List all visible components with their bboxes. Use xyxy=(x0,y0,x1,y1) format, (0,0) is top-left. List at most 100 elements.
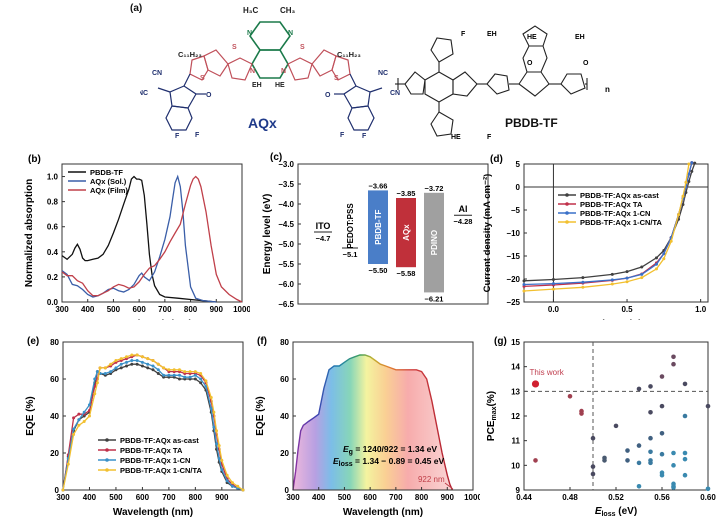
y-tick-label: 0.2 xyxy=(47,273,59,282)
x-tick-label: 700 xyxy=(389,493,403,502)
y-tick-label: −3.5 xyxy=(278,180,294,189)
x-tick-label: 900 xyxy=(215,493,229,502)
series-marker xyxy=(551,277,555,281)
series-marker xyxy=(135,362,139,366)
series-marker xyxy=(156,368,160,372)
y-axis-label: Normalized absorption xyxy=(24,179,35,287)
eqe-spectrum-area xyxy=(293,355,453,490)
x-axis-label: Wavelength (nm) xyxy=(343,507,423,518)
legend-label: PBDB-TF xyxy=(90,168,123,177)
scatter-point xyxy=(636,443,642,448)
series-marker xyxy=(114,366,118,370)
series-marker xyxy=(610,272,614,276)
series-marker xyxy=(172,368,176,372)
x-tick-label: 500 xyxy=(107,305,121,314)
series-marker xyxy=(109,370,113,374)
aqx-cn-right: CN xyxy=(390,90,400,97)
series-marker xyxy=(625,276,629,280)
x-tick-label: 0.60 xyxy=(700,493,716,502)
aqx-n-he: N xyxy=(281,68,286,75)
y-tick-label: 13 xyxy=(511,387,520,396)
series-marker xyxy=(199,377,203,381)
aqx-f-right2: F xyxy=(362,133,367,140)
plot-frame xyxy=(523,341,709,491)
y-tick-label: −4.5 xyxy=(278,220,294,229)
y-tick-label: 20 xyxy=(50,449,59,458)
series-marker xyxy=(241,488,245,492)
series-marker xyxy=(522,279,526,283)
series-marker xyxy=(183,375,187,379)
x-tick-label: 900 xyxy=(441,493,455,502)
y-axis-label: EQE (%) xyxy=(25,396,36,435)
scatter-point xyxy=(636,484,642,489)
chart-d-jv: 0.0 0.5 1.0 −25 −20 −15 −10 −5 0 5 Voltage (V) Curr… xyxy=(482,154,709,320)
eqe-curve xyxy=(292,354,454,491)
aqx-o-right: O xyxy=(325,92,331,99)
aqx-he: HE xyxy=(275,82,285,89)
series-marker xyxy=(640,265,644,269)
series-marker xyxy=(225,479,229,483)
y-tick-label: 1.0 xyxy=(47,173,59,182)
series-marker xyxy=(162,366,166,370)
legend-label: AQx (Film) xyxy=(90,186,128,195)
y-tick-label: −6.5 xyxy=(278,300,294,309)
scatter-point xyxy=(659,430,665,436)
aqx-f-right1: F xyxy=(340,132,345,139)
y-tick-label: 0.0 xyxy=(47,298,59,307)
series-marker xyxy=(183,370,187,374)
scatter-point xyxy=(613,423,619,429)
series-marker xyxy=(199,381,203,385)
legend-label: PBDB-TF:AQx 1-CN/TA xyxy=(120,466,203,475)
x-tick-label: 500 xyxy=(109,493,123,502)
y-tick-label: 0.6 xyxy=(47,223,59,232)
x-tick-label: 1.0 xyxy=(695,305,707,314)
pbdb-eh-right: EH xyxy=(575,34,585,41)
x-tick-label: 1000 xyxy=(233,305,250,314)
series-marker xyxy=(156,362,160,366)
energy-bar-aqx xyxy=(396,198,416,268)
aqx-endgroups xyxy=(157,73,383,131)
series-marker xyxy=(151,359,155,362)
aqx-thiophenes xyxy=(189,49,351,81)
y-tick-label: 10 xyxy=(511,461,520,470)
series-marker xyxy=(82,410,86,414)
wavelength-annotation: 922 nm xyxy=(418,475,445,484)
series-line xyxy=(62,363,244,491)
y-tick-label: −10 xyxy=(506,229,520,238)
series-marker xyxy=(125,364,129,368)
y-tick-label: 12 xyxy=(511,412,520,421)
series-marker xyxy=(172,373,176,377)
scatter-point xyxy=(590,471,596,477)
series-marker xyxy=(135,359,139,362)
series-marker xyxy=(151,364,155,368)
series-marker xyxy=(125,360,129,364)
pbdb-name: PBDB-TF xyxy=(505,116,558,130)
aqx-name: AQx xyxy=(248,115,277,131)
scatter-point xyxy=(648,384,653,389)
series-marker xyxy=(687,172,691,176)
y-axis-label: EQE (%) xyxy=(255,396,266,435)
series-marker xyxy=(177,373,181,377)
legend-label: PBDB-TF:AQx 1-CN/TA xyxy=(580,218,663,227)
legend-marker xyxy=(105,438,109,442)
aqx-s2: S xyxy=(200,75,205,82)
x-tick-label: 800 xyxy=(184,305,198,314)
series-marker xyxy=(690,169,694,173)
scatter-point xyxy=(659,451,665,457)
bar-name: AQx xyxy=(402,224,411,241)
series-marker xyxy=(640,276,644,280)
series-marker xyxy=(581,285,585,289)
scatter-point xyxy=(682,472,688,478)
x-tick-label: 0.5 xyxy=(621,305,633,314)
series-marker xyxy=(522,283,526,287)
y-tick-label: 0 xyxy=(55,486,60,495)
scatter-point xyxy=(659,472,665,478)
y-tick-label: 80 xyxy=(280,338,289,347)
x-tick-label: 0.52 xyxy=(608,493,624,502)
x-tick-label: 600 xyxy=(132,305,146,314)
series-marker xyxy=(230,484,234,488)
aqx-nc-right: NC xyxy=(378,70,388,77)
series-marker xyxy=(209,396,213,399)
plot-frame xyxy=(297,163,489,305)
y-tick-label: 14 xyxy=(511,363,520,372)
